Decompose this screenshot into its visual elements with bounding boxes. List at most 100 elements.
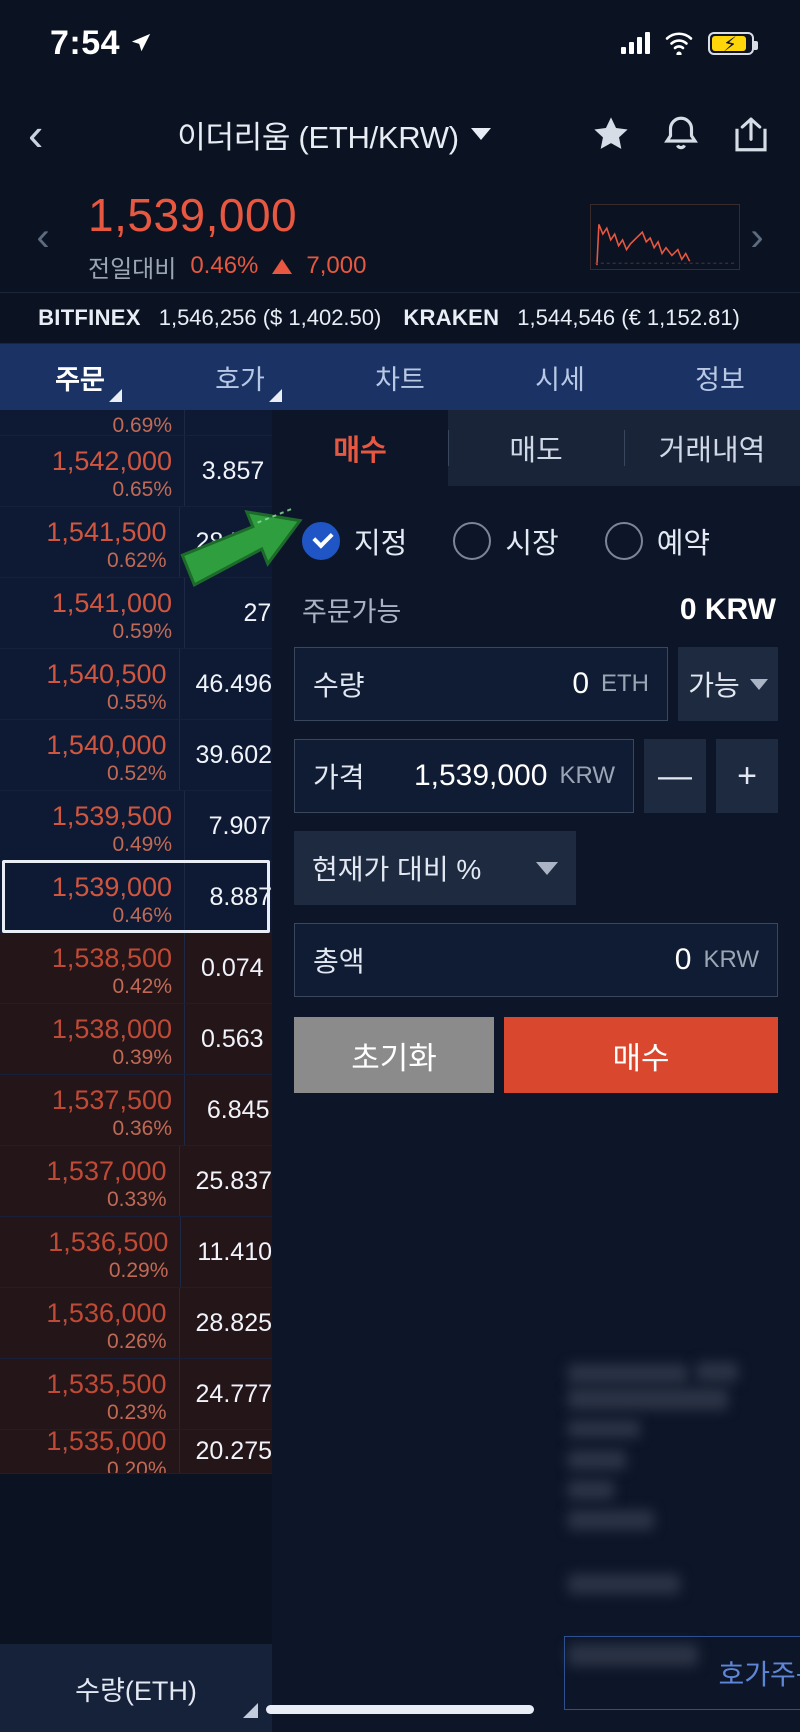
order-book-quantity-cell: 6.845: [184, 1075, 272, 1145]
order-book-rate: 0.26%: [106, 1329, 167, 1353]
order-book-rate: 0.46%: [112, 903, 172, 927]
order-book-row[interactable]: 1,536,000 0.26% 28.825: [0, 1288, 272, 1359]
order-book-rate: 0.65%: [112, 477, 172, 501]
tab-sell-label: 매도: [509, 435, 563, 467]
wifi-icon: [665, 31, 693, 55]
order-book-rate: 0.49%: [112, 832, 172, 856]
quote-order-button[interactable]: 호가주문: [564, 1636, 800, 1710]
tab-order-label: 주문: [55, 364, 105, 395]
order-book-row[interactable]: 1,540,500 0.55% 46.496: [0, 649, 272, 720]
radio-reserved[interactable]: 예약: [604, 520, 710, 562]
order-book-price: 1,538,500: [51, 942, 172, 973]
order-book-row[interactable]: 1,540,000 0.52% 39.602: [0, 720, 272, 791]
radio-circle-icon: [453, 522, 492, 560]
radio-market-label: 시장: [505, 528, 559, 560]
order-book-price-cell: 1,538,000 0.39%: [0, 1004, 184, 1074]
share-icon[interactable]: [730, 113, 772, 155]
order-book-row[interactable]: 1,537,500 0.36% 6.845: [0, 1075, 272, 1146]
quantity-mode-dropdown[interactable]: 가능: [678, 647, 778, 721]
order-book-price: 1,539,500: [51, 800, 172, 831]
order-book-row[interactable]: 1,541,000 0.59% 27: [0, 578, 272, 649]
bell-icon[interactable]: [660, 113, 702, 155]
back-button[interactable]: ‹: [28, 108, 44, 160]
radio-circle-icon: [604, 522, 643, 560]
status-bar-left: 7:54: [50, 24, 152, 63]
order-book-rows[interactable]: 0.69%1,542,0000.65%3.8571,541,5000.62%28…: [0, 410, 272, 1644]
order-book-quantity-cell: 27: [184, 578, 272, 648]
tab-info[interactable]: 정보: [640, 344, 800, 410]
order-book-row[interactable]: 1,536,500 0.29% 11.410: [0, 1217, 272, 1288]
order-book-price-cell: 1,536,500 0.29%: [0, 1217, 180, 1287]
chevron-down-icon: [536, 861, 558, 875]
order-book-rate: 0.55%: [106, 690, 167, 714]
order-book-price-cell: 1,540,000 0.52%: [0, 720, 179, 790]
price-increment-button[interactable]: +: [716, 739, 778, 813]
order-book-quantity-cell: 11.410: [180, 1217, 272, 1287]
minus-icon: —: [658, 756, 692, 795]
order-book-price: 1,541,500: [46, 516, 167, 547]
order-book-quantity-cell: 3.857: [184, 436, 272, 506]
quantity-unit: ETH: [601, 670, 649, 697]
order-book-row[interactable]: 1,537,000 0.33% 25.837: [0, 1146, 272, 1217]
order-book-row[interactable]: 1,535,500 0.23% 24.777: [0, 1359, 272, 1430]
order-panel: 매수 매도 거래내역 지정 시장: [272, 410, 800, 1732]
tab-quotes[interactable]: 시세: [480, 344, 640, 410]
order-book-rate: 0.59%: [112, 619, 172, 643]
prev-market-button[interactable]: ‹: [36, 214, 50, 259]
order-book-row[interactable]: 1,535,000 0.20% 20.275: [0, 1430, 272, 1474]
price-block: 1,539,000 전일대비 0.46% 7,000: [60, 190, 590, 284]
reset-button[interactable]: 초기화: [294, 1017, 494, 1093]
order-book-row[interactable]: 0.69%: [0, 410, 272, 436]
price-label: 가격: [313, 762, 365, 793]
total-input[interactable]: 총액 0 KRW: [294, 923, 778, 997]
price-unit: KRW: [559, 762, 615, 789]
tab-history[interactable]: 거래내역: [624, 410, 800, 486]
price-decrement-button[interactable]: —: [644, 739, 706, 813]
percent-vs-current-dropdown[interactable]: 현재가 대비 %: [294, 831, 576, 905]
tab-chart[interactable]: 차트: [320, 344, 480, 410]
quantity-input[interactable]: 수량 0 ETH: [294, 647, 668, 721]
radio-limit-label: 지정: [354, 528, 408, 560]
tab-history-label: 거래내역: [658, 435, 766, 467]
order-book-row[interactable]: 1,539,500 0.49% 7.907: [0, 791, 272, 862]
order-book-quantity: 20.275: [195, 1437, 272, 1465]
order-book-quantity: 24.777: [195, 1379, 272, 1408]
order-book-price-cell: 1,537,500 0.36%: [0, 1075, 184, 1145]
radio-market[interactable]: 시장: [453, 520, 559, 562]
order-book-price-cell: 1,537,000 0.33%: [0, 1146, 179, 1216]
order-book-quantity: 25.837: [195, 1166, 272, 1195]
corner-marker-icon: [269, 389, 282, 402]
radio-limit[interactable]: 지정: [302, 520, 407, 562]
order-book-rate: 0.36%: [112, 1116, 172, 1140]
next-market-button[interactable]: ›: [750, 214, 764, 259]
market-selector[interactable]: 이더리움 (ETH/KRW): [84, 112, 584, 157]
quantity-row: 수량 0 ETH 가능: [272, 647, 800, 721]
star-icon[interactable]: [590, 113, 632, 155]
order-book-price-cell: 1,541,000 0.59%: [0, 578, 184, 648]
tab-orderbook[interactable]: 호가: [160, 344, 320, 410]
price-change-row: 전일대비 0.46% 7,000: [88, 249, 590, 284]
order-book-quantity-cell: 0.563: [184, 1004, 272, 1074]
tab-order[interactable]: 주문: [0, 344, 160, 410]
tab-buy[interactable]: 매수: [272, 410, 448, 486]
order-book-price-cell: 1,538,500 0.42%: [0, 933, 184, 1003]
order-panel-tabs: 매수 매도 거래내역: [272, 410, 800, 486]
price-input[interactable]: 가격 1,539,000 KRW: [294, 739, 634, 813]
tab-sell[interactable]: 매도: [448, 410, 624, 486]
order-book-row[interactable]: 1,539,000 0.46% 8.887: [0, 862, 272, 933]
quantity-mode-label: 가능: [688, 670, 740, 701]
order-book-row[interactable]: 1,542,000 0.65% 3.857: [0, 436, 272, 507]
buy-button[interactable]: 매수: [504, 1017, 778, 1093]
order-book-footer[interactable]: 수량(ETH): [0, 1644, 272, 1732]
available-label: 주문가능: [302, 597, 402, 627]
nav-bar: ‹ 이더리움 (ETH/KRW): [0, 86, 800, 182]
order-book-quantity-cell: [184, 410, 272, 435]
order-book-row[interactable]: 1,538,500 0.42% 0.074: [0, 933, 272, 1004]
order-book-price-cell: 1,540,500 0.55%: [0, 649, 179, 719]
tab-orderbook-label: 호가: [215, 364, 265, 395]
order-book-row[interactable]: 1,538,000 0.39% 0.563: [0, 1004, 272, 1075]
order-book-price: 1,540,500: [46, 658, 167, 689]
order-book-footer-label: 수량(ETH): [75, 1675, 197, 1706]
order-book-rate: 0.52%: [106, 761, 167, 785]
